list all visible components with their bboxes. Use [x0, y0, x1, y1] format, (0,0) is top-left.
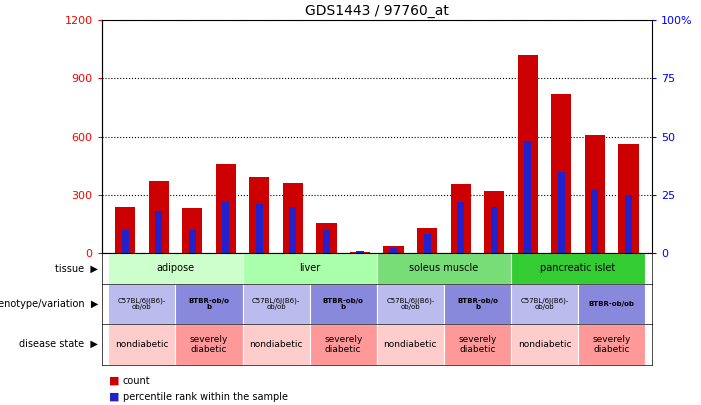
- Text: disease state  ▶: disease state ▶: [19, 339, 98, 349]
- Text: nondiabetic: nondiabetic: [250, 340, 303, 349]
- Bar: [250, 177, 269, 253]
- Bar: [511, 324, 578, 364]
- Bar: [155, 211, 162, 253]
- Text: pancreatic islet: pancreatic islet: [540, 263, 615, 273]
- Text: severely
diabetic: severely diabetic: [458, 335, 496, 354]
- Bar: [511, 253, 645, 284]
- Text: BTBR-ob/ob: BTBR-ob/ob: [589, 301, 634, 307]
- Bar: [316, 223, 336, 253]
- Text: genotype/variation  ▶: genotype/variation ▶: [0, 299, 98, 309]
- Bar: [256, 204, 263, 253]
- Bar: [558, 172, 565, 253]
- Bar: [585, 135, 605, 253]
- Bar: [243, 324, 310, 364]
- Bar: [377, 284, 444, 324]
- Bar: [121, 230, 129, 253]
- Bar: [578, 284, 645, 324]
- Bar: [149, 181, 169, 253]
- Bar: [551, 94, 571, 253]
- Bar: [524, 141, 531, 253]
- Text: count: count: [123, 376, 150, 386]
- Bar: [578, 324, 645, 364]
- Bar: [484, 191, 504, 253]
- Text: ■: ■: [109, 376, 119, 386]
- Text: adipose: adipose: [156, 263, 194, 273]
- Bar: [323, 230, 330, 253]
- Bar: [109, 284, 175, 324]
- Bar: [377, 253, 511, 284]
- Bar: [109, 324, 175, 364]
- Bar: [444, 324, 511, 364]
- Bar: [175, 324, 243, 364]
- Bar: [222, 202, 229, 253]
- Bar: [383, 246, 404, 253]
- Bar: [451, 184, 471, 253]
- Text: BTBR-ob/o
b: BTBR-ob/o b: [322, 298, 364, 310]
- Bar: [109, 253, 243, 284]
- Bar: [350, 252, 370, 253]
- Bar: [175, 284, 243, 324]
- Bar: [618, 145, 639, 253]
- Bar: [457, 202, 464, 253]
- Text: tissue  ▶: tissue ▶: [55, 263, 98, 273]
- Bar: [182, 209, 203, 253]
- Text: nondiabetic: nondiabetic: [518, 340, 571, 349]
- Text: BTBR-ob/o
b: BTBR-ob/o b: [457, 298, 498, 310]
- Text: C57BL/6J(B6)-
ob/ob: C57BL/6J(B6)- ob/ob: [252, 297, 300, 310]
- Bar: [283, 183, 303, 253]
- Bar: [592, 190, 599, 253]
- Bar: [390, 248, 397, 253]
- Text: severely
diabetic: severely diabetic: [190, 335, 229, 354]
- Bar: [518, 55, 538, 253]
- Text: percentile rank within the sample: percentile rank within the sample: [123, 392, 287, 402]
- Text: BTBR-ob/o
b: BTBR-ob/o b: [189, 298, 229, 310]
- Bar: [290, 207, 297, 253]
- Bar: [216, 164, 236, 253]
- Bar: [115, 207, 135, 253]
- Text: liver: liver: [299, 263, 320, 273]
- Bar: [310, 324, 377, 364]
- Text: soleus muscle: soleus muscle: [409, 263, 479, 273]
- Bar: [444, 284, 511, 324]
- Text: ■: ■: [109, 392, 119, 402]
- Bar: [625, 195, 632, 253]
- Bar: [357, 251, 364, 253]
- Bar: [189, 230, 196, 253]
- Text: C57BL/6J(B6)-
ob/ob: C57BL/6J(B6)- ob/ob: [520, 297, 569, 310]
- Text: nondiabetic: nondiabetic: [115, 340, 169, 349]
- Bar: [491, 207, 498, 253]
- Text: C57BL/6J(B6)-
ob/ob: C57BL/6J(B6)- ob/ob: [386, 297, 435, 310]
- Text: severely
diabetic: severely diabetic: [324, 335, 362, 354]
- Bar: [417, 228, 437, 253]
- Text: severely
diabetic: severely diabetic: [592, 335, 631, 354]
- Bar: [377, 324, 444, 364]
- Text: nondiabetic: nondiabetic: [383, 340, 437, 349]
- Bar: [243, 284, 310, 324]
- Bar: [243, 253, 377, 284]
- Title: GDS1443 / 97760_at: GDS1443 / 97760_at: [305, 4, 449, 18]
- Text: C57BL/6J(B6)-
ob/ob: C57BL/6J(B6)- ob/ob: [118, 297, 166, 310]
- Bar: [423, 234, 430, 253]
- Bar: [511, 284, 578, 324]
- Bar: [310, 284, 377, 324]
